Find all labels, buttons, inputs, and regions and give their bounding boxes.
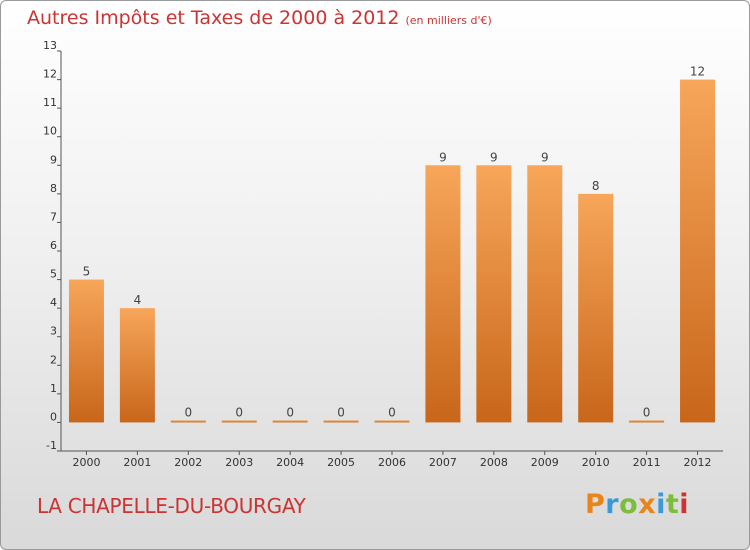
chart-unit: (en milliers d'€)	[405, 14, 492, 27]
chart-title: Autres Impôts et Taxes de 2000 à 2012 (en…	[27, 7, 492, 29]
data-label-2002: 0	[184, 405, 192, 419]
y-tick-label: -1	[46, 439, 57, 452]
x-tick-label-2001: 2001	[123, 456, 151, 469]
y-tick-label: 0	[50, 410, 57, 423]
data-label-2011: 0	[643, 405, 651, 419]
bar-2012	[680, 79, 716, 423]
x-tick-label-2011: 2011	[633, 456, 661, 469]
bar-2009	[527, 165, 563, 423]
bar-2010	[578, 193, 614, 423]
data-label-2010: 8	[592, 179, 600, 193]
bar-2002	[170, 420, 206, 423]
y-tick-label: 11	[43, 96, 57, 109]
chart-title-text: Autres Impôts et Taxes de 2000 à 2012	[27, 7, 400, 29]
x-tick-label-2007: 2007	[429, 456, 457, 469]
proxiti-logo: Proxiti	[585, 489, 689, 520]
y-tick-label: 8	[50, 182, 57, 195]
y-tick-label: 7	[50, 210, 57, 223]
data-label-2000: 5	[83, 265, 91, 279]
commune-name: LA CHAPELLE-DU-BOURGAY	[37, 494, 306, 518]
data-label-2012: 12	[690, 65, 705, 79]
y-tick-label: 12	[43, 68, 57, 81]
data-label-2007: 9	[439, 150, 447, 164]
logo-letter: i	[656, 489, 666, 520]
y-tick-label: 6	[50, 239, 57, 252]
x-tick-label-2012: 2012	[684, 456, 712, 469]
logo-letter: t	[665, 489, 680, 520]
logo-letter: i	[679, 489, 690, 520]
x-tick-label-2000: 2000	[72, 456, 100, 469]
data-label-2004: 0	[286, 405, 294, 419]
x-tick-label-2005: 2005	[327, 456, 355, 469]
x-tick-label-2009: 2009	[531, 456, 559, 469]
x-tick-label-2010: 2010	[582, 456, 610, 469]
x-tick-label-2008: 2008	[480, 456, 508, 469]
data-label-2001: 4	[134, 293, 142, 307]
bar-2011	[629, 420, 665, 423]
y-tick-label: 4	[50, 296, 57, 309]
logo-letter: x	[638, 489, 657, 520]
bar-2003	[221, 420, 257, 423]
y-tick-label: 1	[50, 382, 57, 395]
y-tick-label: 3	[50, 325, 57, 338]
y-tick-label: 5	[50, 268, 57, 281]
data-label-2005: 0	[337, 405, 345, 419]
x-axis: 2000 2001 2002 2003 2004 2005 2006 2007 2008 2009…	[72, 451, 712, 469]
bar-2007	[425, 165, 461, 423]
x-tick-label-2004: 2004	[276, 456, 304, 469]
data-label-2003: 0	[235, 405, 243, 419]
bar-series	[68, 79, 716, 423]
x-tick-label-2003: 2003	[225, 456, 253, 469]
logo-letter: o	[619, 489, 639, 520]
bar-2005	[323, 420, 359, 423]
bar-2008	[476, 165, 512, 423]
data-label-2006: 0	[388, 405, 396, 419]
bar-2006	[374, 420, 410, 423]
bar-2004	[272, 420, 308, 423]
data-label-2008: 9	[490, 150, 498, 164]
data-label-2009: 9	[541, 150, 549, 164]
y-tick-label: 2	[50, 353, 57, 366]
bar-2000	[68, 279, 104, 423]
y-tick-label: 10	[43, 125, 57, 138]
logo-letter: P	[585, 489, 606, 520]
logo-letter: r	[605, 489, 620, 520]
x-tick-label-2002: 2002	[174, 456, 202, 469]
y-tick-label: 13	[43, 39, 57, 52]
data-labels: 5 4 0 0 0 0 0 9 9 9 8 0 12	[83, 65, 706, 420]
bar-2001	[119, 308, 155, 423]
y-tick-label: 9	[50, 153, 57, 166]
x-tick-label-2006: 2006	[378, 456, 406, 469]
